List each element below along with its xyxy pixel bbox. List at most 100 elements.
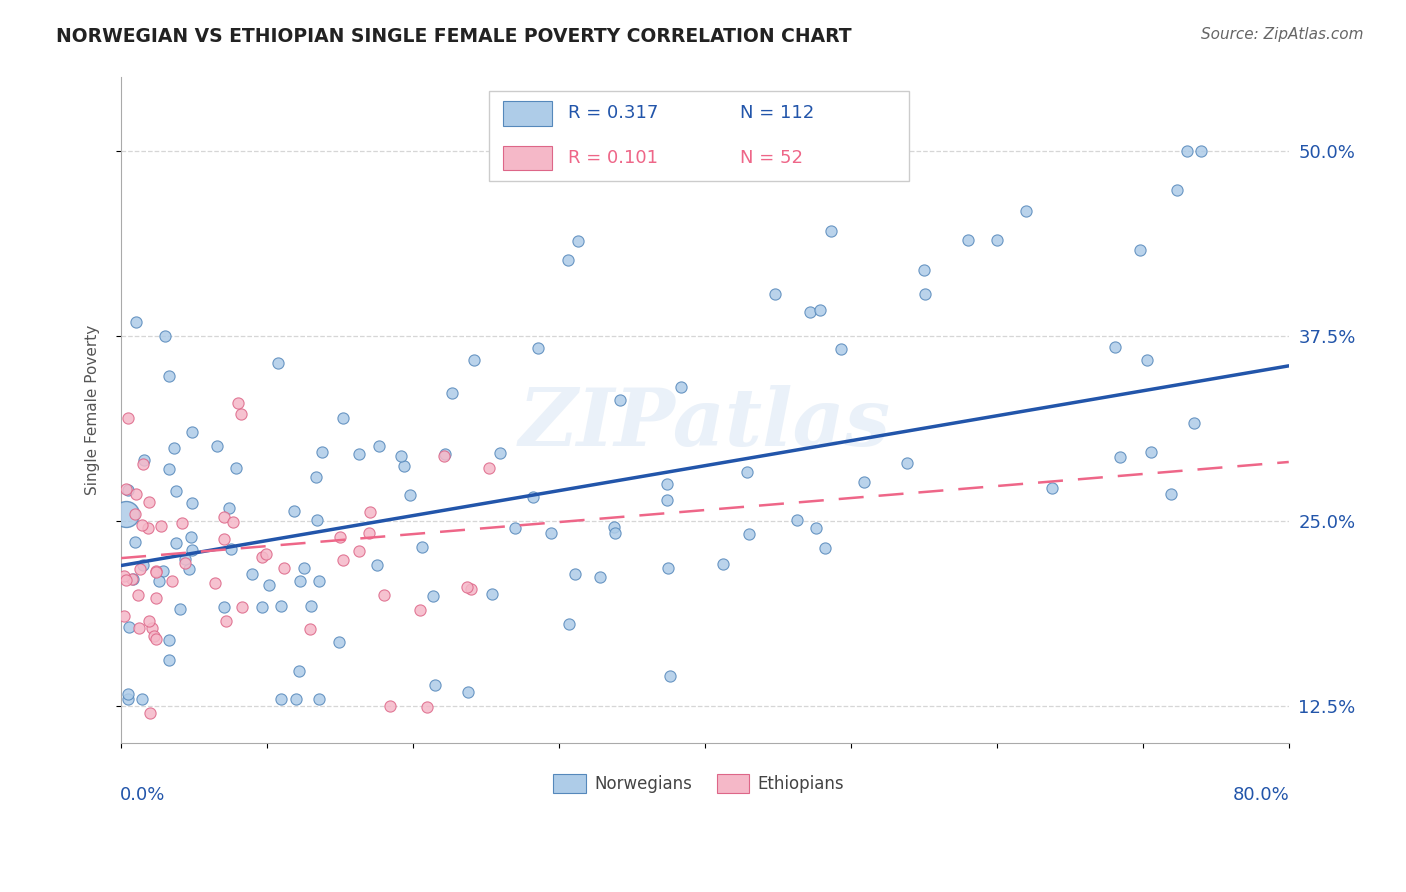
Point bbox=[804, 520, 827, 534]
Point bbox=[131, 691, 153, 706]
Point bbox=[564, 567, 586, 582]
Point bbox=[141, 621, 163, 635]
Text: NORWEGIAN VS ETHIOPIAN SINGLE FEMALE POVERTY CORRELATION CHART: NORWEGIAN VS ETHIOPIAN SINGLE FEMALE POV… bbox=[56, 27, 852, 45]
Point bbox=[165, 484, 187, 499]
Point bbox=[121, 572, 143, 586]
Point bbox=[145, 566, 167, 580]
Point bbox=[914, 286, 936, 301]
Point bbox=[328, 634, 350, 648]
Point bbox=[132, 558, 155, 573]
Point bbox=[366, 558, 388, 573]
Point bbox=[285, 691, 308, 706]
Point bbox=[522, 490, 544, 504]
Point bbox=[589, 569, 612, 583]
Point bbox=[434, 447, 457, 461]
Point bbox=[567, 234, 589, 248]
Point bbox=[114, 507, 136, 521]
Point bbox=[153, 328, 176, 343]
Point bbox=[786, 513, 808, 527]
Point bbox=[456, 580, 478, 594]
Point bbox=[112, 608, 135, 623]
Point bbox=[212, 599, 235, 614]
Point bbox=[311, 444, 333, 458]
Point bbox=[478, 461, 501, 475]
Point bbox=[181, 495, 204, 509]
Point bbox=[852, 475, 875, 490]
Point bbox=[270, 691, 292, 706]
Text: N = 52: N = 52 bbox=[740, 149, 803, 167]
Point bbox=[489, 446, 512, 460]
Point bbox=[145, 632, 167, 647]
Point bbox=[956, 233, 979, 247]
Point bbox=[1129, 244, 1152, 258]
Point bbox=[655, 477, 678, 491]
Point bbox=[808, 302, 831, 317]
Text: ZIPatlas: ZIPatlas bbox=[519, 384, 891, 462]
Point bbox=[820, 224, 842, 238]
Point bbox=[347, 544, 370, 558]
Point bbox=[127, 589, 149, 603]
Point bbox=[347, 447, 370, 461]
Point bbox=[125, 315, 148, 329]
Point bbox=[299, 622, 322, 636]
Bar bbox=[503, 145, 553, 170]
Point bbox=[128, 621, 150, 635]
Point bbox=[259, 578, 281, 592]
Point bbox=[457, 685, 479, 699]
Text: Ethiopians: Ethiopians bbox=[758, 774, 844, 793]
Point bbox=[118, 619, 141, 633]
Text: Norwegians: Norwegians bbox=[593, 774, 692, 793]
Point bbox=[145, 591, 167, 605]
Point bbox=[150, 519, 173, 533]
Point bbox=[270, 599, 292, 613]
Point bbox=[1109, 450, 1132, 464]
Point bbox=[180, 543, 202, 558]
Point bbox=[128, 562, 150, 576]
Point bbox=[1015, 203, 1038, 218]
Point bbox=[332, 552, 354, 566]
Point bbox=[540, 525, 562, 540]
Point bbox=[138, 614, 160, 628]
Point bbox=[422, 589, 444, 603]
Point bbox=[357, 525, 380, 540]
Point bbox=[157, 653, 180, 667]
Point bbox=[433, 449, 456, 463]
Point bbox=[359, 505, 381, 519]
Point bbox=[503, 521, 526, 535]
Point bbox=[896, 456, 918, 470]
Point bbox=[1136, 353, 1159, 368]
Point bbox=[411, 541, 433, 555]
Point bbox=[389, 449, 412, 463]
Point bbox=[177, 561, 200, 575]
Text: R = 0.317: R = 0.317 bbox=[568, 104, 658, 122]
Point bbox=[114, 482, 136, 496]
Point bbox=[557, 252, 579, 267]
Point bbox=[254, 547, 277, 561]
Point bbox=[131, 518, 153, 533]
Point bbox=[148, 574, 170, 588]
Point bbox=[121, 572, 143, 586]
Point bbox=[267, 356, 290, 370]
Point bbox=[416, 699, 439, 714]
Point bbox=[273, 561, 295, 575]
Point bbox=[912, 262, 935, 277]
Point bbox=[1140, 445, 1163, 459]
Point bbox=[1182, 417, 1205, 431]
Point bbox=[160, 574, 183, 588]
Point bbox=[735, 465, 758, 479]
Point bbox=[763, 286, 786, 301]
Point bbox=[658, 669, 681, 683]
Y-axis label: Single Female Poverty: Single Female Poverty bbox=[86, 325, 100, 495]
Point bbox=[305, 470, 328, 484]
Text: R = 0.101: R = 0.101 bbox=[568, 149, 658, 167]
Point bbox=[157, 633, 180, 648]
Point bbox=[212, 532, 235, 546]
Point bbox=[180, 425, 202, 439]
Point bbox=[139, 706, 162, 721]
Point bbox=[368, 439, 391, 453]
Point bbox=[136, 521, 159, 535]
Point bbox=[1160, 487, 1182, 501]
Point bbox=[392, 459, 415, 474]
Point bbox=[332, 411, 354, 425]
Point bbox=[138, 495, 160, 509]
